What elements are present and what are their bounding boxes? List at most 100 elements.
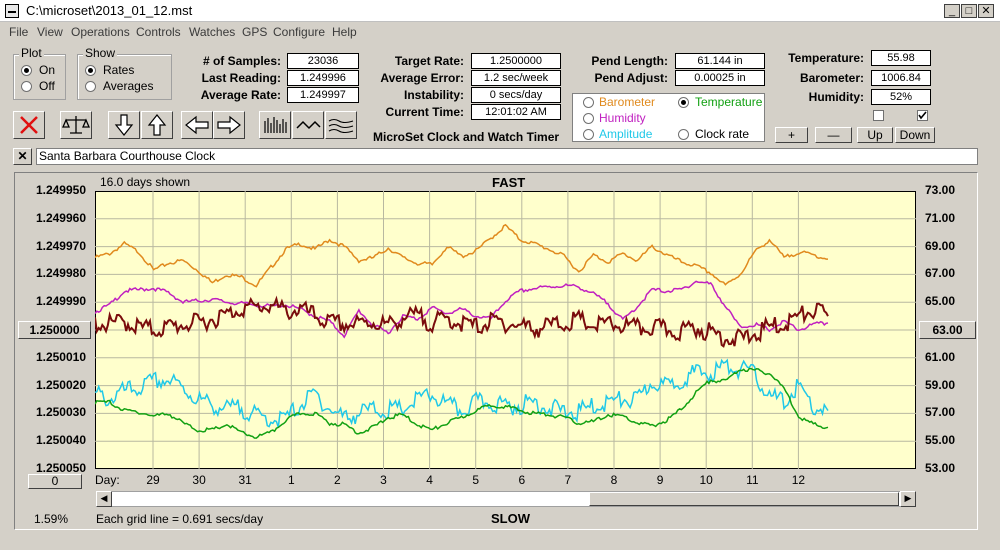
x-tick: 2	[334, 473, 341, 487]
app-subtitle: MicroSet Clock and Watch Timer	[373, 130, 560, 144]
menu-view[interactable]: View	[37, 25, 63, 39]
average-rate-label: Average Rate:	[200, 88, 281, 102]
temperature-option-label: Temperature	[695, 95, 763, 109]
y-tick-right: 57.00	[925, 405, 956, 420]
plot-on-radio[interactable]	[21, 65, 32, 76]
window-title: C:\microset\2013_01_12.mst	[26, 3, 193, 18]
clock-rate-option-label: Clock rate	[695, 127, 750, 141]
y-tick-left: 1.249970	[35, 238, 86, 253]
y-tick-right: 65.00	[925, 294, 956, 309]
average-error-field: 1.2 sec/week	[471, 70, 561, 86]
show-averages-label: Averages	[103, 79, 154, 93]
menu-help[interactable]: Help	[332, 25, 357, 39]
check-icon	[918, 111, 927, 120]
right-button[interactable]	[213, 111, 245, 139]
pend-length-label: Pend Length:	[591, 54, 668, 68]
show-averages-radio[interactable]	[85, 81, 96, 92]
wave-graph-icon	[328, 118, 354, 134]
pend-adjust-label: Pend Adjust:	[594, 71, 668, 85]
clear-name-button[interactable]: ✕	[13, 148, 32, 165]
plot-area[interactable]	[95, 191, 916, 469]
menu-controls[interactable]: Controls	[136, 25, 181, 39]
y-tick-left: 1.250040	[35, 433, 86, 448]
pend-length-field[interactable]: 61.144 in	[675, 53, 765, 69]
y-tick-right: 67.00	[925, 266, 956, 281]
menu-file[interactable]: File	[9, 25, 29, 39]
menu-gps[interactable]: GPS	[242, 25, 268, 39]
x-tick: 6	[518, 473, 526, 487]
option-checkbox-2[interactable]	[917, 110, 928, 121]
wave-graph-button[interactable]	[325, 111, 357, 139]
up-button[interactable]	[141, 111, 173, 139]
bar-graph-icon	[264, 117, 287, 133]
humidity-label: Humidity:	[808, 90, 864, 104]
barometer-radio[interactable]	[583, 97, 594, 108]
app-icon[interactable]	[5, 4, 19, 18]
line-graph-icon	[296, 120, 321, 130]
target-rate-label: Target Rate:	[394, 54, 464, 68]
clock-name-input[interactable]: Santa Barbara Courthouse Clock	[36, 148, 978, 165]
samples-label: # of Samples:	[202, 54, 281, 68]
temperature-field: 55.98	[871, 50, 931, 66]
humidity-field: 52%	[871, 89, 931, 105]
minimize-button[interactable]: _	[944, 4, 960, 18]
left-button[interactable]	[181, 111, 213, 139]
scroll-right-arrow[interactable]: ▶	[900, 491, 916, 507]
average-error-label: Average Error:	[380, 71, 464, 85]
down-button[interactable]	[108, 111, 140, 139]
y-tick-right: 71.00	[925, 210, 956, 225]
current-time-field: 12:01:02 AM	[471, 104, 561, 120]
x-tick: 30	[192, 473, 206, 487]
barometer-option-label: Barometer	[599, 95, 656, 109]
humidity-radio[interactable]	[583, 113, 594, 124]
average-rate-field: 1.249997	[287, 87, 359, 103]
x-tick: 11	[746, 473, 759, 487]
y-tick-right: 55.00	[925, 433, 956, 448]
y-tick-left: 1.250020	[35, 377, 86, 392]
zoom-out-button[interactable]: —	[815, 127, 852, 143]
arrow-down-icon	[114, 114, 134, 136]
series-line	[95, 358, 829, 428]
temperature-label: Temperature:	[788, 51, 864, 65]
pend-adjust-field[interactable]: 0.00025 in	[675, 70, 765, 86]
menu-operations[interactable]: Operations	[71, 25, 130, 39]
arrow-up-icon	[147, 114, 167, 136]
slow-label: SLOW	[491, 511, 530, 526]
maximize-button[interactable]: □	[961, 4, 977, 18]
menu-watches[interactable]: Watches	[189, 25, 236, 39]
right-value-box[interactable]: 63.00	[919, 321, 976, 339]
temperature-radio[interactable]	[678, 97, 689, 108]
line-graph-button[interactable]	[292, 111, 324, 139]
series-selector	[572, 93, 765, 142]
samples-field: 23036	[287, 53, 359, 69]
y-tick-left: 1.250050	[35, 461, 86, 475]
left-value-box[interactable]: 1.250000	[18, 321, 91, 339]
bottom-value-box[interactable]: 0	[28, 474, 82, 489]
show-group	[77, 54, 172, 100]
zoom-in-button[interactable]: +	[775, 127, 808, 143]
series-line	[95, 223, 828, 288]
y-tick-right: 61.00	[925, 349, 956, 364]
x-tick: 12	[791, 473, 806, 487]
show-group-title: Show	[83, 46, 118, 60]
delete-button[interactable]	[13, 111, 45, 139]
scroll-down-button[interactable]: Down	[895, 127, 935, 143]
bar-graph-button[interactable]	[259, 111, 291, 139]
close-button[interactable]: ✕	[978, 4, 994, 18]
show-rates-radio[interactable]	[85, 65, 96, 76]
x-tick: 8	[610, 473, 618, 487]
option-checkbox-1[interactable]	[873, 110, 884, 121]
y-tick-right: 69.00	[925, 238, 956, 253]
menu-configure[interactable]: Configure	[273, 25, 326, 39]
amplitude-radio[interactable]	[583, 129, 594, 140]
target-rate-field[interactable]: 1.2500000	[471, 53, 561, 69]
x-tick: 5	[472, 473, 480, 487]
plot-off-radio[interactable]	[21, 81, 32, 92]
menu-bar: File View Operations Controls Watches GP…	[0, 23, 1000, 42]
scroll-left-arrow[interactable]: ◀	[96, 491, 112, 507]
balance-button[interactable]	[60, 111, 92, 139]
plot-off-label: Off	[39, 79, 55, 93]
scrollbar-thumb[interactable]	[589, 492, 899, 506]
clock-rate-radio[interactable]	[678, 129, 689, 140]
scroll-up-button[interactable]: Up	[857, 127, 893, 143]
